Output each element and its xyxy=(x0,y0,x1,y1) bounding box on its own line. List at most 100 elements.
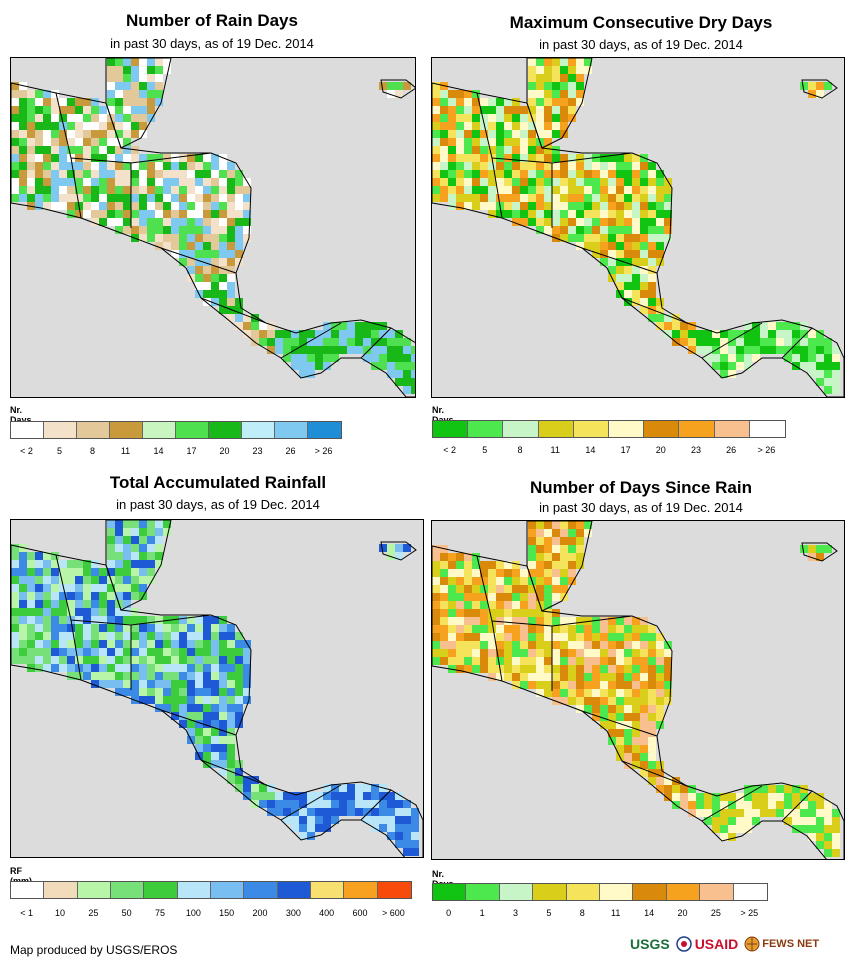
map-grid-cell xyxy=(432,122,440,130)
map-grid-cell xyxy=(403,338,411,346)
map-grid-cell xyxy=(464,194,472,202)
legend-swatch xyxy=(143,422,176,438)
map-grid-cell xyxy=(520,601,528,609)
map-grid-cell xyxy=(99,656,107,664)
map-grid-cell xyxy=(43,608,51,616)
map-grid-cell xyxy=(275,338,283,346)
map-grid-cell xyxy=(624,721,632,729)
legend-swatch xyxy=(110,882,145,898)
map-grid-cell xyxy=(115,178,123,186)
map-grid-cell xyxy=(464,641,472,649)
map-grid-cell xyxy=(219,282,227,290)
map-grid-cell xyxy=(179,210,187,218)
map-grid-cell xyxy=(608,617,616,625)
map-grid-cell xyxy=(363,784,371,792)
map-grid-cell xyxy=(744,330,752,338)
map-grid-cell xyxy=(11,114,19,122)
map-grid-cell xyxy=(552,226,560,234)
map-grid-cell xyxy=(552,641,560,649)
map-grid-cell xyxy=(83,560,91,568)
map-grid-cell xyxy=(624,226,632,234)
map-grid-cell xyxy=(832,825,840,833)
map-grid-cell xyxy=(51,106,59,114)
map-grid-cell xyxy=(608,689,616,697)
map-grid-cell xyxy=(640,274,648,282)
map-grid-cell xyxy=(824,817,832,825)
map-grid-cell xyxy=(624,729,632,737)
legend-swatch xyxy=(11,882,45,898)
map-grid-cell xyxy=(784,346,792,354)
legend-swatch xyxy=(277,882,311,898)
map-grid-cell xyxy=(496,649,504,657)
map-grid-cell xyxy=(19,170,27,178)
map-grid-cell xyxy=(83,114,91,122)
map-grid-cell xyxy=(99,106,107,114)
map-grid-cell xyxy=(99,218,107,226)
map-grid-cell xyxy=(600,234,608,242)
map-grid-cell xyxy=(243,776,251,784)
map-grid-cell xyxy=(235,776,243,784)
map-grid-cell xyxy=(440,641,448,649)
map-grid-cell xyxy=(488,569,496,577)
map-grid-cell xyxy=(816,90,824,98)
map-grid-cell xyxy=(608,625,616,633)
map-grid-cell xyxy=(123,560,131,568)
legend-tick-label: 26 xyxy=(726,445,737,455)
map-grid-cell xyxy=(544,114,552,122)
coastline xyxy=(105,58,172,149)
map-grid-cell xyxy=(504,617,512,625)
map-grid-cell xyxy=(115,656,123,664)
map-grid-cell xyxy=(179,640,187,648)
map-grid-cell xyxy=(432,194,440,202)
map-grid-cell xyxy=(648,689,656,697)
map-grid-cell xyxy=(600,170,608,178)
map-grid-cell xyxy=(259,792,267,800)
map-grid-cell xyxy=(371,354,379,362)
map-grid-cell xyxy=(187,672,195,680)
map-grid-cell xyxy=(27,122,35,130)
map-grid-cell xyxy=(608,681,616,689)
map-grid-cell xyxy=(544,617,552,625)
map-grid-cell xyxy=(147,536,155,544)
map-grid-cell xyxy=(227,696,235,704)
legend-tick-label: 3 xyxy=(512,908,519,918)
map-grid-cell xyxy=(728,793,736,801)
map-grid-cell xyxy=(528,665,536,673)
map-grid-cell xyxy=(584,529,592,537)
map-grid-cell xyxy=(720,354,728,362)
map-grid-cell xyxy=(712,362,720,370)
map-grid-cell xyxy=(568,673,576,681)
map-grid-cell xyxy=(520,569,528,577)
map-grid-cell xyxy=(648,665,656,673)
map-grid-cell xyxy=(680,785,688,793)
map-grid-cell xyxy=(560,617,568,625)
map-grid-cell xyxy=(395,330,403,338)
map-grid-cell xyxy=(227,720,235,728)
map-grid-cell xyxy=(203,616,211,624)
map-grid-cell xyxy=(43,632,51,640)
map-grid-cell xyxy=(219,632,227,640)
map-grid-cell xyxy=(504,593,512,601)
map-grid-cell xyxy=(171,672,179,680)
map-grid-cell xyxy=(107,552,115,560)
map-grid-cell xyxy=(568,226,576,234)
map-grid-cell xyxy=(536,553,544,561)
map-grid-cell xyxy=(792,330,800,338)
map-grid-cell xyxy=(592,641,600,649)
map-grid-cell xyxy=(664,657,672,665)
map-grid-cell xyxy=(123,82,131,90)
map-grid-cell xyxy=(656,250,664,258)
map-grid-cell xyxy=(211,274,219,282)
map-grid-cell xyxy=(139,616,147,624)
map-grid-cell xyxy=(211,210,219,218)
map-grid-cell xyxy=(403,808,411,816)
map-grid-cell xyxy=(600,226,608,234)
map-grid-cell xyxy=(131,552,139,560)
map-grid-cell xyxy=(211,298,219,306)
map-grid-cell xyxy=(536,186,544,194)
map-grid-cell xyxy=(784,801,792,809)
map-grid-cell xyxy=(632,170,640,178)
map-grid-cell xyxy=(552,665,560,673)
map-grid-cell xyxy=(640,266,648,274)
map-grid-cell xyxy=(560,66,568,74)
